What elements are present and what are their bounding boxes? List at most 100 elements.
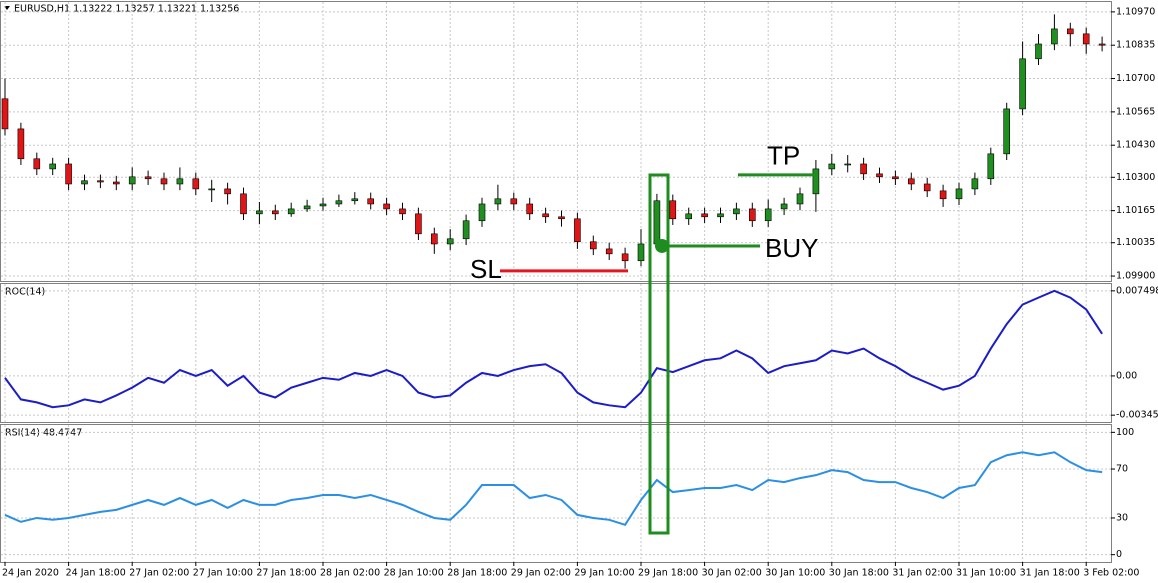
candle-body — [907, 178, 915, 185]
candle-body — [160, 178, 168, 185]
annotation-label: SL — [470, 254, 502, 284]
candle-body — [1003, 108, 1011, 155]
y-tick-label: 70 — [1116, 464, 1128, 475]
candle-body — [176, 178, 184, 185]
candle-body — [828, 163, 836, 170]
x-tick-label: 27 Jan 10:00 — [193, 568, 253, 579]
candle-body — [446, 238, 454, 245]
candle-body — [113, 181, 120, 185]
candle-body — [287, 208, 295, 215]
candle-body — [637, 243, 645, 262]
candle-body — [812, 168, 820, 195]
candle-body — [256, 210, 263, 215]
x-tick-label: 28 Jan 02:00 — [320, 568, 380, 579]
y-tick-label: 0.00 — [1116, 370, 1137, 381]
candle-body — [701, 213, 708, 218]
candle-body — [367, 198, 375, 205]
candle-body — [192, 178, 200, 190]
x-tick-label: 24 Jan 18:00 — [66, 568, 126, 579]
candle-body — [33, 158, 41, 170]
candle-body — [1035, 43, 1042, 60]
candle-body — [764, 208, 772, 222]
candle-body — [1051, 28, 1058, 45]
candle-body — [971, 178, 979, 190]
candle-body — [510, 198, 518, 205]
x-tick-label: 27 Jan 18:00 — [256, 568, 316, 579]
candle-body — [526, 203, 534, 215]
y-tick-label: 1.10430 — [1116, 140, 1155, 151]
y-tick-label: 1.10970 — [1116, 6, 1155, 17]
x-tick-label: 29 Jan 10:00 — [574, 568, 634, 579]
x-tick-label: 30 Jan 10:00 — [765, 568, 825, 579]
x-tick-label: 3 Feb 02:00 — [1083, 568, 1139, 579]
y-tick-label: 1.10300 — [1116, 172, 1155, 183]
candle-body — [1, 98, 9, 130]
x-tick-label: 27 Jan 02:00 — [129, 568, 189, 579]
candle-body — [415, 213, 422, 235]
annotation-label: TP — [767, 141, 800, 171]
candle-body — [733, 208, 740, 215]
candle-body — [144, 176, 152, 180]
candle-body — [987, 153, 995, 180]
candle-body — [717, 213, 724, 218]
candle-body — [860, 163, 867, 175]
candle-body — [335, 200, 343, 205]
y-tick-label: 30 — [1116, 512, 1128, 523]
y-tick-label: 0.007498 — [1116, 285, 1158, 296]
roc-panel-frame — [0, 283, 1112, 423]
candle-body — [81, 180, 88, 185]
candle-body — [1019, 58, 1026, 110]
candle-body — [224, 188, 231, 195]
candle-body — [1067, 28, 1074, 35]
candle-body — [383, 203, 390, 210]
candle-body — [271, 210, 279, 215]
candle-body — [923, 183, 931, 192]
candle-body — [1098, 43, 1106, 46]
x-tick-label: 30 Jan 18:00 — [829, 568, 889, 579]
x-tick-label: 31 Jan 02:00 — [892, 568, 952, 579]
panel-frames — [0, 1, 1112, 563]
indicator-line — [4, 289, 1103, 409]
candle-body — [892, 176, 899, 180]
signal-highlight — [648, 173, 670, 535]
y-tick-label: 100 — [1116, 427, 1134, 438]
x-tick-label: 29 Jan 02:00 — [511, 568, 571, 579]
indicator-line — [4, 451, 1103, 526]
candle-body — [478, 203, 486, 222]
candle-body — [49, 163, 57, 170]
candle-body — [128, 176, 136, 185]
candle-body — [303, 205, 311, 210]
candle-body — [558, 216, 565, 220]
x-tick-label: 31 Jan 10:00 — [956, 568, 1016, 579]
entry-point — [655, 238, 669, 253]
candle-body — [669, 200, 677, 220]
x-tick-label: 24 Jan 2020 — [2, 568, 59, 579]
candle-body — [574, 218, 581, 243]
candle-body — [589, 241, 597, 250]
candle-body — [844, 163, 852, 166]
candle-body — [462, 220, 470, 240]
y-tick-label: 0 — [1116, 549, 1122, 560]
candle-body — [351, 198, 359, 202]
candle-body — [939, 190, 947, 200]
x-tick-label: 29 Jan 18:00 — [638, 568, 698, 579]
y-tick-label: 1.10565 — [1116, 106, 1155, 117]
candle-body — [653, 200, 661, 245]
price-panel-frame — [0, 1, 1112, 282]
x-tick-label: 28 Jan 10:00 — [384, 568, 444, 579]
candle-body — [685, 213, 693, 220]
roc-title: ROC(14) — [5, 287, 45, 298]
candle-body — [748, 208, 756, 222]
candle-body — [319, 203, 327, 207]
y-tick-label: 1.10700 — [1116, 73, 1155, 84]
candle-body — [399, 208, 406, 215]
candle-body — [494, 198, 502, 205]
y-tick-label: 1.10165 — [1116, 205, 1155, 216]
candle-body — [240, 193, 247, 215]
candle-body — [97, 180, 104, 183]
candle-body — [17, 128, 25, 160]
symbol-title: EURUSD,H1 1.13222 1.13257 1.13221 1.1325… — [14, 4, 239, 15]
candle-body — [208, 188, 215, 191]
candle-body — [430, 233, 438, 245]
candle-body — [876, 173, 883, 178]
